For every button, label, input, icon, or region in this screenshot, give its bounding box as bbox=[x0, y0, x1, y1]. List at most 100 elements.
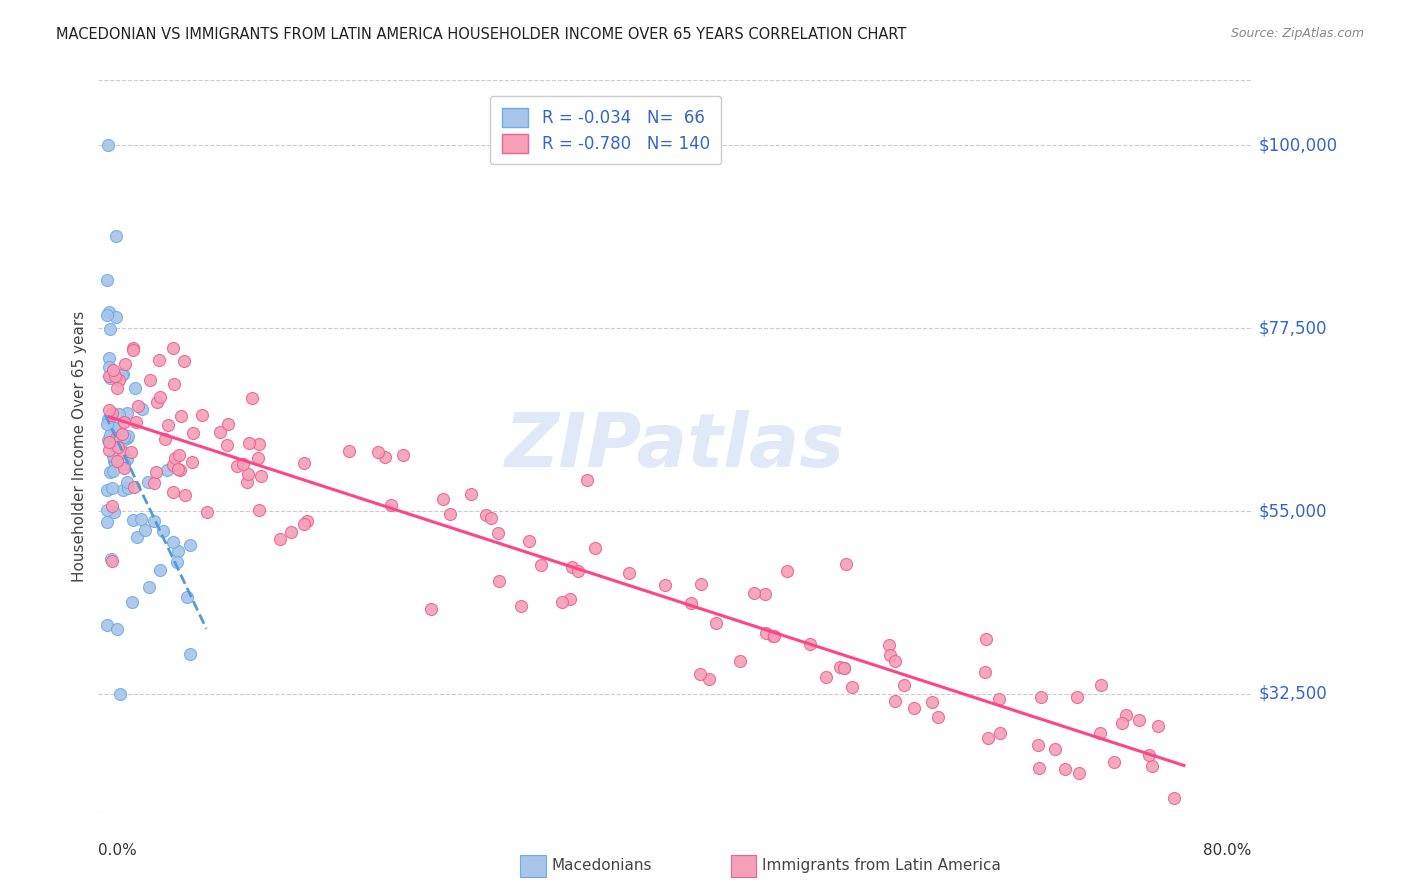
Point bbox=[117, 481, 139, 495]
Point bbox=[98, 369, 121, 384]
Point bbox=[104, 455, 127, 469]
Point bbox=[100, 551, 122, 566]
Point bbox=[162, 458, 184, 472]
Point bbox=[100, 428, 122, 442]
Point bbox=[170, 409, 193, 424]
Point bbox=[112, 430, 135, 444]
Point bbox=[841, 680, 863, 694]
Point bbox=[217, 417, 239, 431]
Point bbox=[754, 587, 776, 601]
Point bbox=[297, 514, 319, 528]
Point bbox=[1031, 690, 1053, 705]
Point bbox=[98, 402, 121, 417]
Point bbox=[96, 618, 118, 632]
Point bbox=[103, 366, 125, 380]
Point bbox=[977, 731, 1000, 746]
Point bbox=[108, 688, 131, 702]
Point bbox=[139, 373, 162, 387]
Point bbox=[191, 408, 214, 422]
Point bbox=[111, 427, 134, 442]
Point bbox=[96, 503, 118, 517]
Point bbox=[100, 499, 122, 513]
Point bbox=[488, 574, 510, 588]
Point bbox=[179, 648, 201, 662]
Point bbox=[1069, 766, 1091, 780]
Point bbox=[235, 475, 257, 489]
Point bbox=[280, 524, 302, 539]
Point bbox=[108, 373, 131, 387]
Point bbox=[96, 483, 118, 497]
Point bbox=[367, 445, 389, 459]
Point bbox=[169, 463, 191, 477]
Point bbox=[337, 443, 360, 458]
Point bbox=[167, 462, 190, 476]
Y-axis label: Householder Income Over 65 years: Householder Income Over 65 years bbox=[72, 310, 87, 582]
Point bbox=[1053, 762, 1076, 776]
Point bbox=[530, 558, 553, 573]
Point bbox=[98, 411, 121, 425]
Point bbox=[195, 504, 218, 518]
Point bbox=[122, 480, 145, 494]
Point bbox=[167, 448, 190, 462]
Point bbox=[98, 443, 121, 458]
Point bbox=[105, 310, 128, 324]
Point bbox=[1026, 738, 1049, 752]
Point bbox=[98, 351, 121, 365]
Point bbox=[103, 363, 125, 377]
Point bbox=[249, 437, 271, 451]
Point bbox=[681, 595, 703, 609]
Point bbox=[240, 391, 263, 405]
Point bbox=[112, 445, 135, 459]
Point bbox=[136, 475, 159, 489]
Point bbox=[112, 461, 135, 475]
Point bbox=[131, 401, 153, 416]
Point bbox=[439, 507, 461, 521]
Point bbox=[111, 433, 134, 447]
Point bbox=[561, 560, 583, 574]
Point bbox=[111, 483, 134, 497]
Point bbox=[1163, 791, 1185, 805]
Point bbox=[152, 524, 174, 539]
Point bbox=[583, 541, 606, 555]
Point bbox=[105, 622, 128, 636]
Point bbox=[166, 555, 188, 569]
Point bbox=[575, 473, 598, 487]
Point bbox=[103, 454, 125, 468]
Point bbox=[460, 487, 482, 501]
Point bbox=[728, 654, 751, 668]
Point bbox=[269, 532, 291, 546]
Point bbox=[134, 523, 156, 537]
Point bbox=[149, 564, 172, 578]
Point bbox=[138, 580, 160, 594]
Point bbox=[98, 371, 121, 385]
Point bbox=[100, 408, 122, 422]
Point bbox=[98, 359, 121, 374]
Point bbox=[247, 451, 270, 466]
Point bbox=[1140, 759, 1163, 773]
Point bbox=[149, 390, 172, 404]
Point bbox=[117, 406, 139, 420]
Point bbox=[988, 725, 1011, 739]
Point bbox=[1111, 715, 1133, 730]
Point bbox=[232, 457, 254, 471]
Point bbox=[117, 431, 139, 445]
Text: $77,500: $77,500 bbox=[1258, 319, 1327, 337]
Point bbox=[1090, 678, 1112, 692]
Point bbox=[176, 590, 198, 604]
Point bbox=[146, 395, 169, 409]
Point bbox=[883, 654, 905, 668]
Point bbox=[107, 440, 129, 454]
Point bbox=[181, 425, 204, 440]
Point bbox=[179, 538, 201, 552]
Point bbox=[832, 660, 855, 674]
Point bbox=[117, 475, 139, 489]
Point bbox=[1088, 726, 1111, 740]
Point bbox=[98, 465, 121, 479]
Point bbox=[236, 467, 259, 481]
Point bbox=[974, 632, 997, 647]
Point bbox=[97, 434, 120, 448]
Point bbox=[162, 484, 184, 499]
Point bbox=[877, 638, 900, 652]
Point bbox=[799, 637, 821, 651]
Point bbox=[97, 138, 120, 153]
